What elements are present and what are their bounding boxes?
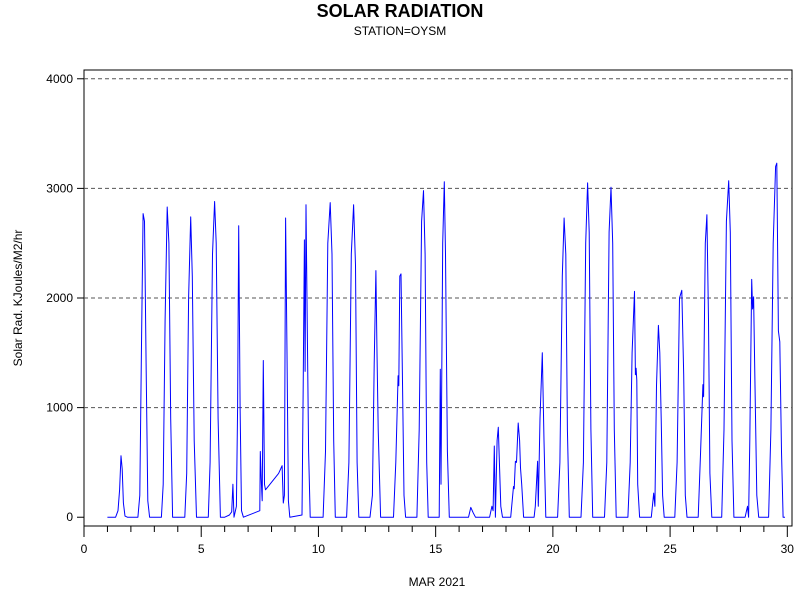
x-tick-label: 5 (198, 542, 205, 556)
x-tick-label: 15 (429, 542, 443, 556)
y-axis-label: Solar Rad. KJoules/M2/hr (11, 230, 25, 367)
y-tick-label: 2000 (46, 291, 73, 305)
x-tick-label: 0 (81, 542, 88, 556)
x-tick-label: 25 (663, 542, 677, 556)
x-axis-label: MAR 2021 (409, 575, 466, 589)
grid-lines (84, 78, 792, 409)
chart-subtitle: STATION=OYSM (353, 24, 447, 38)
x-tick-label: 30 (781, 542, 795, 556)
x-tick-label: 10 (312, 542, 326, 556)
y-tick-label: 1000 (46, 401, 73, 415)
chart-title: SOLAR RADIATION (316, 1, 484, 21)
solar-radiation-line (107, 162, 785, 518)
x-tick-label: 20 (546, 542, 560, 556)
series-group (107, 162, 785, 518)
y-tick-label: 4000 (46, 72, 73, 86)
axes: 0 1000 2000 3000 4000 0 5 10 15 20 25 30 (46, 72, 794, 556)
y-tick-label: 0 (66, 510, 73, 524)
y-tick-label: 3000 (46, 181, 73, 195)
